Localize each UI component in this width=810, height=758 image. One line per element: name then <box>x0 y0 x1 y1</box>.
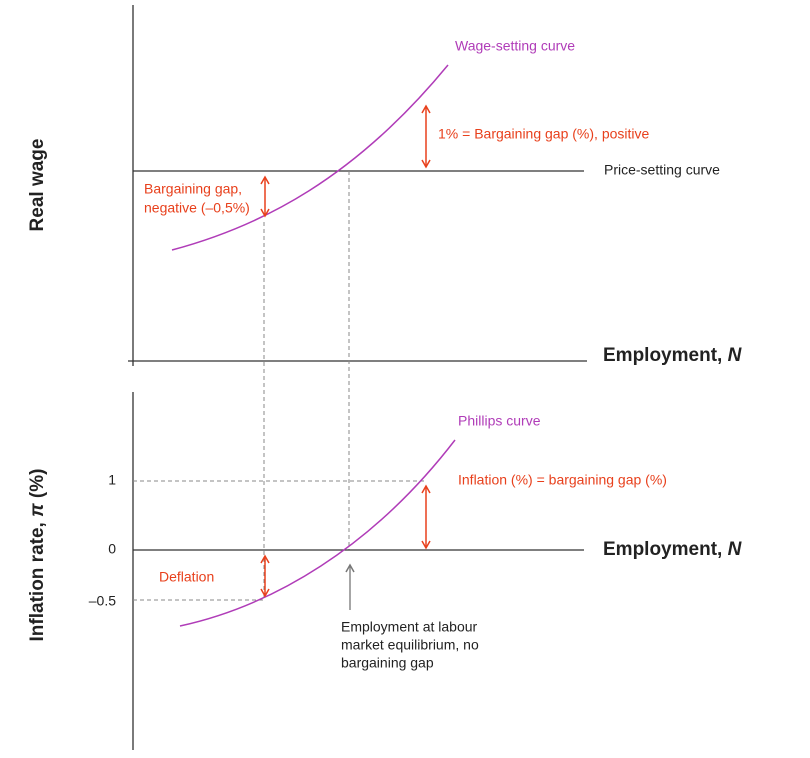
label-unit: (%) <box>27 469 48 504</box>
x-axis-label: Employment, N <box>603 539 743 560</box>
curve-label: Wage-setting curve <box>455 38 575 54</box>
x-axis-label: Employment, N <box>603 345 743 366</box>
curve-label: Price-setting curve <box>604 162 720 178</box>
annotation: Inflation (%) = bargaining gap (%) <box>458 472 667 488</box>
label-text: Employment, <box>603 345 728 366</box>
note: Employment at labour <box>341 619 478 635</box>
annotation: Bargaining gap, <box>144 181 242 197</box>
wage-setting-curve <box>171 64 449 251</box>
label-var: π <box>27 503 48 517</box>
label-var: N <box>728 345 743 366</box>
annotation: negative (–0,5%) <box>144 200 250 216</box>
note: market equilibrium, no <box>341 637 479 653</box>
y-tick-label: –0.5 <box>89 593 116 609</box>
annotation: Deflation <box>159 569 214 585</box>
label-text: Inflation rate, <box>27 517 48 642</box>
label-var: N <box>728 539 743 560</box>
y-axis-label: Inflation rate, π (%) <box>27 469 48 642</box>
y-tick-label: 0 <box>108 541 116 557</box>
annotation: 1% = Bargaining gap (%), positive <box>438 126 649 142</box>
curve-label: Phillips curve <box>458 413 541 429</box>
y-axis-label: Real wage <box>27 139 48 232</box>
label-text: Employment, <box>603 539 728 560</box>
phillips-curve <box>179 439 456 627</box>
y-tick-label: 1 <box>108 472 116 488</box>
note: bargaining gap <box>341 655 434 671</box>
